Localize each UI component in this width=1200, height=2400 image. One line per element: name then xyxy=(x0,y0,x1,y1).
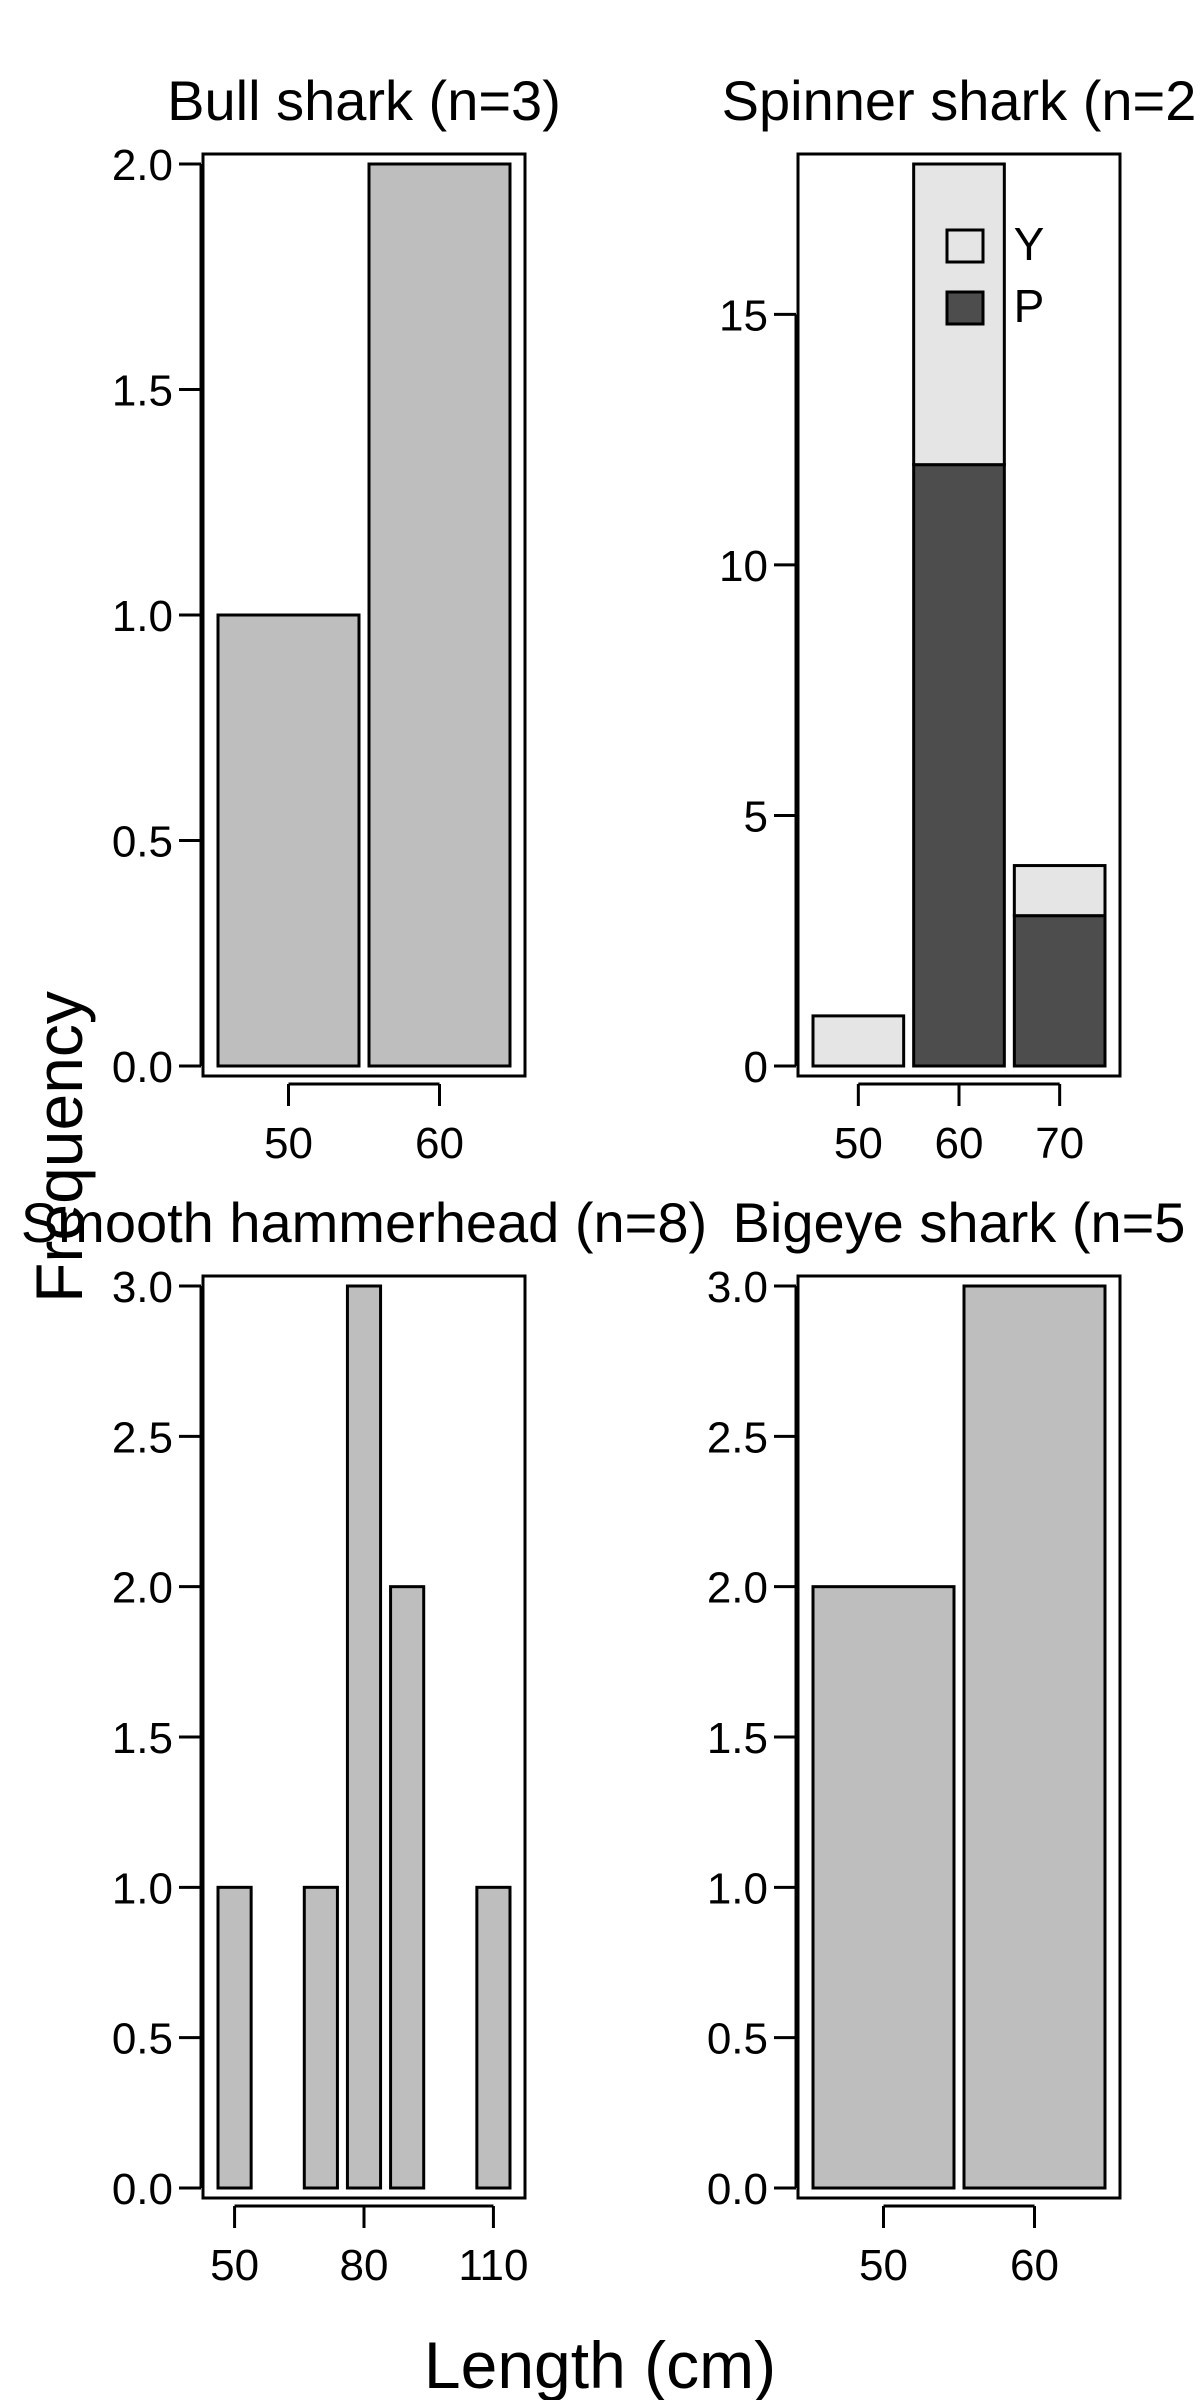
bar-50 xyxy=(216,613,361,1068)
y-tick-label: 0 xyxy=(744,1043,768,1092)
panel-3: 0.0 0.5 1.0 1.5 2.0 2.5 3.0 50 80 110 Smooth hamme… xyxy=(21,1191,707,2290)
y-tick-label: 15 xyxy=(719,291,768,340)
x-tick-label: 60 xyxy=(935,1119,984,1168)
legend-swatch-y xyxy=(945,228,985,264)
bar-80 xyxy=(345,1284,383,2190)
x-tick-label: 60 xyxy=(1010,2241,1059,2290)
y-tick-label: 2.0 xyxy=(707,1564,768,1613)
panels: 0.0 0.5 1.0 1.5 2.0 50 60 Bull shark (n=3) 0 5 10 1… xyxy=(21,69,1197,2290)
panel-4: 0.0 0.5 1.0 1.5 2.0 2.5 3.0 50 60 Bigeye shark (n… xyxy=(707,1191,1186,2290)
legend-swatch-p xyxy=(945,290,985,326)
panel-title: Bigeye shark (n=5 xyxy=(733,1191,1186,1254)
bar-50 xyxy=(216,1885,253,2190)
y-tick-label: 1.5 xyxy=(112,1714,173,1763)
y-tick-label: 1.5 xyxy=(112,367,173,416)
bar-90 xyxy=(389,1585,426,2190)
bar-50 xyxy=(811,1585,956,2190)
bar-60 xyxy=(367,162,512,1068)
x-tick-label: 80 xyxy=(340,2241,389,2290)
bars xyxy=(216,162,512,1068)
y-tick-label: 0.0 xyxy=(112,1043,173,1092)
bar-60 xyxy=(962,1284,1107,2190)
bar-70 xyxy=(302,1885,339,2190)
panel-1: 0.0 0.5 1.0 1.5 2.0 50 60 Bull shark (n=3) xyxy=(112,69,561,1168)
x-tick-label: 70 xyxy=(1035,1119,1084,1168)
bar-p-60 xyxy=(912,463,1006,1068)
y-tick-label: 1.0 xyxy=(112,592,173,641)
bars xyxy=(811,1284,1107,2190)
y-tick-label: 2.0 xyxy=(112,141,173,190)
y-tick-label: 1.0 xyxy=(707,1864,768,1913)
bars xyxy=(216,1284,512,2190)
x-tick-label: 50 xyxy=(264,1119,313,1168)
y-tick-label: 2.0 xyxy=(112,1564,173,1613)
panel-title: Spinner shark (n=2 xyxy=(722,69,1197,132)
y-tick-label: 2.5 xyxy=(112,1413,173,1462)
plot-frame xyxy=(796,152,1122,1078)
legend-label-y: Y xyxy=(1014,218,1045,270)
plot-frame xyxy=(201,1274,527,2200)
x-tick-label: 110 xyxy=(458,2241,528,2290)
y-tick-label: 3.0 xyxy=(707,1263,768,1312)
y-tick-label: 0.0 xyxy=(707,2165,768,2214)
y-tick-label: 2.5 xyxy=(707,1413,768,1462)
y-tick-label: 10 xyxy=(719,542,768,591)
bar-110 xyxy=(475,1885,512,2190)
legend-label-p: P xyxy=(1014,280,1045,332)
bar-y-70 xyxy=(1012,864,1107,918)
y-tick-label: 3.0 xyxy=(112,1263,173,1312)
x-tick-label: 50 xyxy=(834,1119,883,1168)
y-tick-label: 0.5 xyxy=(707,2015,768,2064)
y-tick-label: 0.0 xyxy=(112,2165,173,2214)
plot-frame xyxy=(201,152,527,1078)
y-tick-label: 0.5 xyxy=(112,2015,173,2064)
y-tick-label: 1.0 xyxy=(112,1864,173,1913)
y-tick-label: 1.5 xyxy=(707,1714,768,1763)
panel-title: Bull shark (n=3) xyxy=(167,69,561,132)
x-tick-label: 50 xyxy=(210,2241,259,2290)
x-axis-label: Length (cm) xyxy=(424,2328,776,2400)
panel-title: Smooth hammerhead (n=8) xyxy=(21,1191,707,1254)
legend: YP xyxy=(945,218,1045,332)
y-tick-label: 0.5 xyxy=(112,818,173,867)
bar-p-70 xyxy=(1012,914,1107,1068)
x-tick-label: 60 xyxy=(415,1119,464,1168)
y-tick-label: 5 xyxy=(744,792,768,841)
panel-2: 0 5 10 15 50 60 70 Spinner shark (n=2 YP xyxy=(719,69,1196,1168)
plot-frame xyxy=(796,1274,1122,2200)
x-tick-label: 50 xyxy=(859,2241,908,2290)
y-axis-label: Frequency xyxy=(22,991,96,1303)
bar-y-50 xyxy=(811,1014,906,1068)
